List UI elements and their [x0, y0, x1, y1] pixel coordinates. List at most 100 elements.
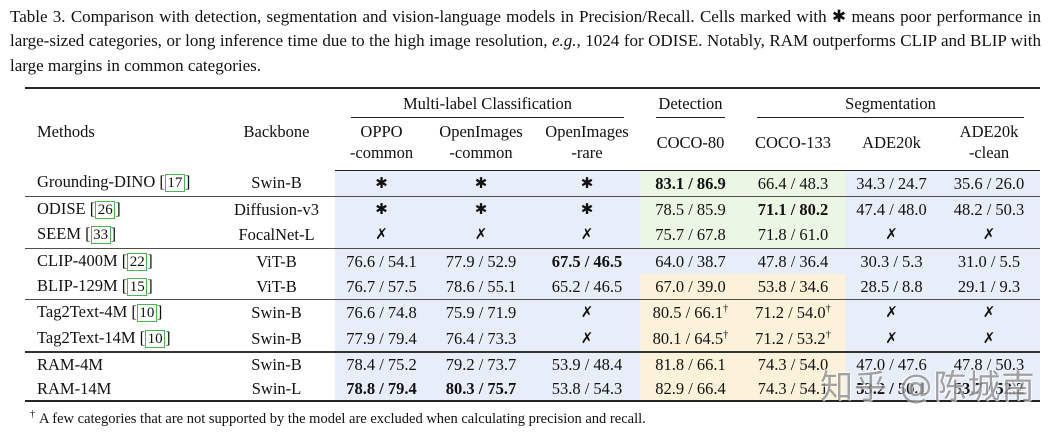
caption-italic: e.g.,	[551, 31, 581, 51]
value-cell: 78.4 / 75.2	[335, 351, 428, 377]
cross-mark-icon: ✗	[845, 222, 938, 249]
col-header-coco-133: COCO-133	[741, 117, 845, 171]
citation-link[interactable]: 22	[127, 252, 148, 271]
backbone-cell: ViT-B	[218, 274, 335, 300]
caption-text-2: 1024 for ODISE. Notably, RAM outperforms…	[10, 31, 1041, 75]
footnote-text: A few categories that are not supported …	[39, 411, 646, 428]
value-cell: 53.9 / 48.4	[534, 351, 640, 377]
value-cell: 28.5 / 8.8	[845, 274, 938, 300]
value-cell: 53.7 / 52.2	[938, 376, 1041, 401]
table-row: CLIP-400M [22] ViT-B 76.6 / 54.1 77.9 / 52.…	[25, 247, 1041, 275]
cross-mark-icon: ✗	[534, 222, 640, 249]
method-cell: CLIP-400M [22]	[25, 247, 218, 275]
method-cell: RAM-14M	[37, 378, 112, 398]
method-cell: SEEM [33]	[37, 224, 117, 245]
dagger-icon: †	[30, 409, 35, 421]
col-header-oppo-common: OPPO -common	[335, 117, 428, 171]
col-header-backbone: Backbone	[243, 122, 310, 142]
backbone-cell: ViT-B	[218, 247, 335, 275]
column-header-row: OPPO -common OpenImages -common OpenImages -r…	[25, 117, 1041, 171]
cross-mark-icon: ✗	[938, 299, 1041, 326]
value-cell: 71.2 / 54.0†	[741, 299, 845, 326]
table-footnote: † A few categories that are not supported…	[30, 409, 1053, 428]
table-row: Tag2Text-4M [10] Swin-B 76.6 / 74.8 75.9 / …	[25, 299, 1041, 326]
table-row: RAM-4M Swin-B 78.4 / 75.2 79.2 / 73.7 53.9 /…	[25, 351, 1041, 377]
value-cell: 71.8 / 61.0	[741, 222, 845, 249]
value-cell: 30.3 / 5.3	[845, 247, 938, 275]
value-cell: 67.5 / 46.5	[534, 247, 640, 275]
cross-mark-icon: ✗	[938, 222, 1041, 249]
value-cell: 74.3 / 54.1	[741, 376, 845, 401]
value-cell: 47.8 / 50.3	[938, 351, 1041, 377]
star-mark-icon: ✱	[534, 195, 640, 223]
citation-link[interactable]: 26	[95, 200, 116, 219]
value-cell: 78.6 / 55.1	[428, 274, 534, 300]
method-cell: Grounding-DINO [17]	[37, 172, 191, 193]
value-cell: 53.8 / 34.6	[741, 274, 845, 300]
value-cell: 47.0 / 47.6	[845, 351, 938, 377]
method-cell: ODISE [26]	[25, 195, 218, 223]
value-cell: 75.7 / 67.8	[640, 222, 741, 249]
value-cell: 35.6 / 26.0	[938, 170, 1041, 197]
backbone-cell: FocalNet-L	[218, 222, 335, 249]
results-table-wrap: Methods Backbone Multi-label Classificat…	[25, 86, 1041, 403]
table-row: Tag2Text-14M [10] Swin-B 77.9 / 79.4 76.4 /…	[25, 325, 1041, 353]
value-cell: 83.1 / 86.9	[640, 170, 741, 197]
value-cell: 78.8 / 79.4	[335, 376, 428, 401]
col-header-methods: Methods	[37, 122, 95, 142]
cross-mark-icon: ✗	[845, 325, 938, 353]
cross-mark-icon: ✗	[938, 325, 1041, 353]
backbone-cell: Swin-B	[218, 299, 335, 326]
cross-mark-icon: ✗	[428, 222, 534, 249]
cross-mark-icon: ✗	[335, 222, 428, 249]
star-mark-icon: ✱	[335, 170, 428, 197]
cross-mark-icon: ✗	[534, 325, 640, 353]
value-cell: 47.8 / 36.4	[741, 247, 845, 275]
value-cell: 64.0 / 38.7	[640, 247, 741, 275]
table-row: SEEM [33] FocalNet-L ✗ ✗ ✗ 75.7 / 67.8 71.8 / …	[25, 222, 1041, 249]
backbone-cell: Swin-B	[218, 325, 335, 353]
method-cell: RAM-4M	[25, 351, 218, 377]
table-row: BLIP-129M [15] ViT-B 76.7 / 57.5 78.6 / 55.…	[25, 274, 1041, 300]
backbone-cell: Swin-L	[218, 376, 335, 401]
value-cell: 77.9 / 79.4	[335, 325, 428, 353]
results-table: Methods Backbone Multi-label Classificat…	[25, 89, 1041, 401]
group-header-multilabel: Multi-label Classification	[335, 89, 640, 118]
table-row: ODISE [26] Diffusion-v3 ✱ ✱ ✱ 78.5 / 85.9 71.1…	[25, 195, 1041, 223]
value-cell: 81.8 / 66.1	[640, 351, 741, 377]
value-cell: 76.6 / 74.8	[335, 299, 428, 326]
col-header-openimages-rare: OpenImages -rare	[534, 117, 640, 171]
table-row: RAM-14M Swin-L 78.8 / 79.4 80.3 / 75.7 53.8 …	[25, 376, 1041, 401]
value-cell: 80.3 / 75.7	[428, 376, 534, 401]
value-cell: 71.2 / 53.2†	[741, 325, 845, 353]
col-header-coco-80: COCO-80	[640, 117, 741, 171]
table-caption: Table 3. Comparison with detection, segm…	[10, 5, 1041, 78]
col-header-openimages-common: OpenImages -common	[428, 117, 534, 171]
citation-link[interactable]: 10	[145, 329, 166, 348]
star-mark-icon: ✱	[428, 170, 534, 197]
method-cell: BLIP-129M [15]	[37, 276, 153, 297]
value-cell: 65.2 / 46.5	[534, 274, 640, 300]
citation-link[interactable]: 15	[127, 278, 148, 297]
citation-link[interactable]: 17	[164, 174, 185, 193]
value-cell: 80.1 / 64.5†	[640, 325, 741, 353]
star-mark-icon: ✱	[335, 195, 428, 223]
group-header-segmentation: Segmentation	[741, 89, 1040, 118]
cross-mark-icon: ✗	[845, 299, 938, 326]
backbone-cell: Swin-B	[218, 351, 335, 377]
star-mark-icon: ✱	[534, 170, 640, 197]
group-header-detection: Detection	[640, 89, 741, 118]
backbone-cell: Swin-B	[218, 170, 335, 197]
watermark: 知乎 @陈城南	[820, 367, 1036, 406]
value-cell: 76.4 / 73.3	[428, 325, 534, 353]
value-cell: 53.8 / 54.3	[534, 376, 640, 401]
value-cell: 31.0 / 5.5	[938, 247, 1041, 275]
value-cell: 66.4 / 48.3	[741, 170, 845, 197]
citation-link[interactable]: 10	[136, 304, 157, 323]
col-header-ade20k: ADE20k	[845, 117, 938, 171]
value-cell: 78.5 / 85.9	[640, 195, 741, 223]
value-cell: 47.4 / 48.0	[845, 195, 938, 223]
citation-link[interactable]: 33	[90, 226, 111, 245]
method-cell: Tag2Text-14M [10]	[37, 327, 171, 348]
value-cell: 34.3 / 24.7	[845, 170, 938, 197]
